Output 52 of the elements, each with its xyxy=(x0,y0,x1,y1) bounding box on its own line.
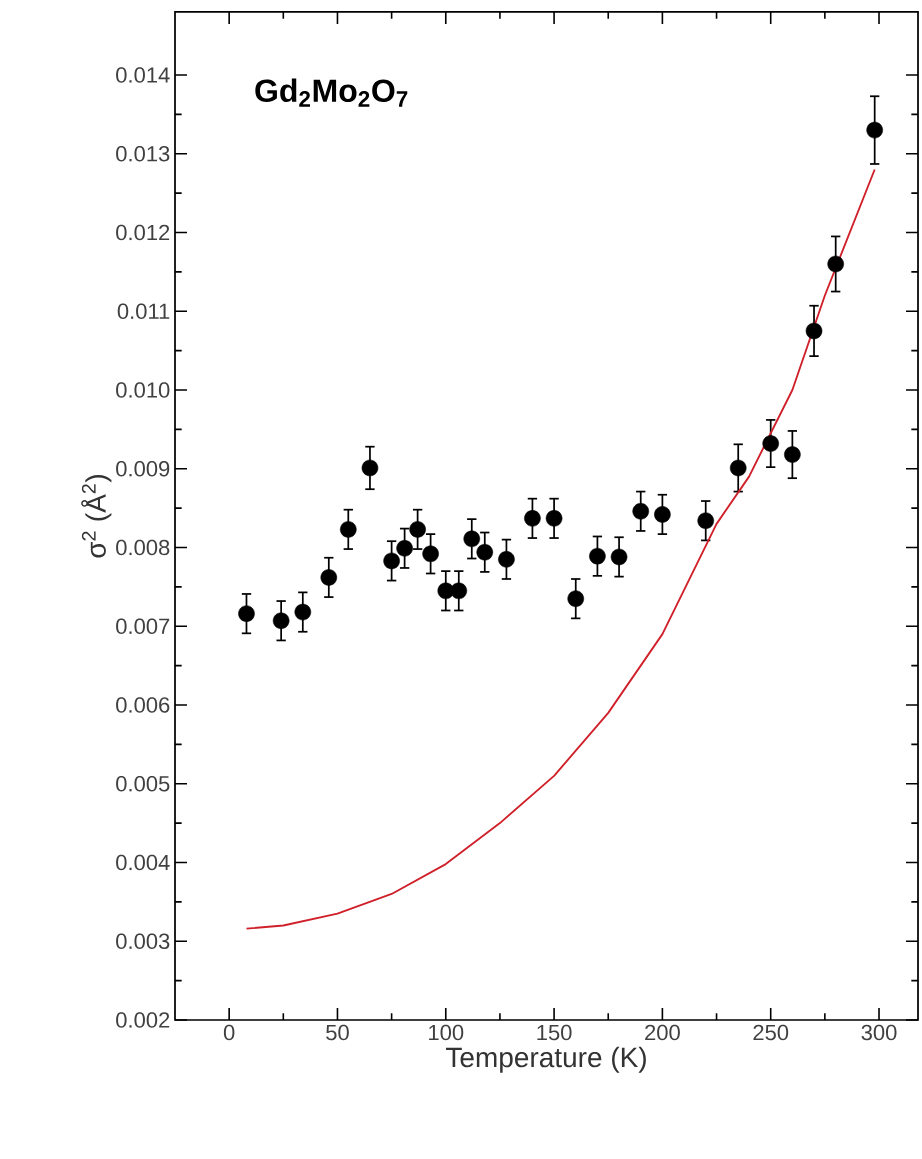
point xyxy=(361,459,379,477)
point xyxy=(476,543,494,561)
y-tick-label: 0.012 xyxy=(116,224,170,241)
point xyxy=(320,569,338,586)
x-tick-label: 50 xyxy=(326,1024,349,1041)
point xyxy=(762,435,779,452)
point xyxy=(463,530,481,548)
annotation: Gd$_{2}$Mo$_{2}$O$_{7}$ xyxy=(255,78,408,107)
x-axis-title: Temperature (K) xyxy=(445,1046,646,1073)
y-tick-label: 0.007 xyxy=(116,618,170,635)
point xyxy=(383,552,400,570)
point xyxy=(340,521,357,538)
line-series xyxy=(245,168,876,930)
point xyxy=(866,121,883,139)
point xyxy=(784,446,801,463)
y-tick-label: 0.010 xyxy=(116,382,170,398)
point xyxy=(827,255,844,273)
point xyxy=(294,603,312,621)
point xyxy=(729,459,747,477)
point xyxy=(805,322,823,340)
x-tick-label: 200 xyxy=(645,1024,680,1041)
point xyxy=(610,548,628,566)
point xyxy=(589,547,606,565)
point xyxy=(498,551,515,568)
point xyxy=(238,605,255,622)
y-tick-label: 0.011 xyxy=(117,303,170,320)
point xyxy=(545,510,563,527)
y-axis-title: σ$^{2}$ (Å$^{2}$) xyxy=(81,474,112,558)
y-tick-label: 0.002 xyxy=(116,1012,170,1028)
y-tick-label: 0.013 xyxy=(116,145,170,162)
y-tick-label: 0.005 xyxy=(116,775,170,792)
y-tick-label: 0.014 xyxy=(116,67,170,83)
y-tick-label: 0.009 xyxy=(116,460,170,477)
x-tick-label: 300 xyxy=(861,1024,897,1041)
x-tick-label: 100 xyxy=(429,1024,464,1041)
point xyxy=(654,506,671,523)
y-tick-label: 0.008 xyxy=(116,539,170,556)
point xyxy=(396,540,413,557)
point xyxy=(450,582,468,600)
point xyxy=(409,521,426,538)
point xyxy=(422,545,439,563)
point xyxy=(632,503,649,520)
point xyxy=(524,510,541,527)
x-tick-label: 250 xyxy=(753,1024,789,1041)
y-tick-label: 0.004 xyxy=(116,854,170,871)
point xyxy=(272,612,290,629)
x-tick-label: 0 xyxy=(223,1024,235,1041)
x-tick-label: 150 xyxy=(537,1024,572,1041)
y-tick-label: 0.006 xyxy=(116,697,170,713)
y-tick-label: 0.003 xyxy=(116,933,170,950)
point xyxy=(567,590,585,607)
point xyxy=(697,512,714,529)
